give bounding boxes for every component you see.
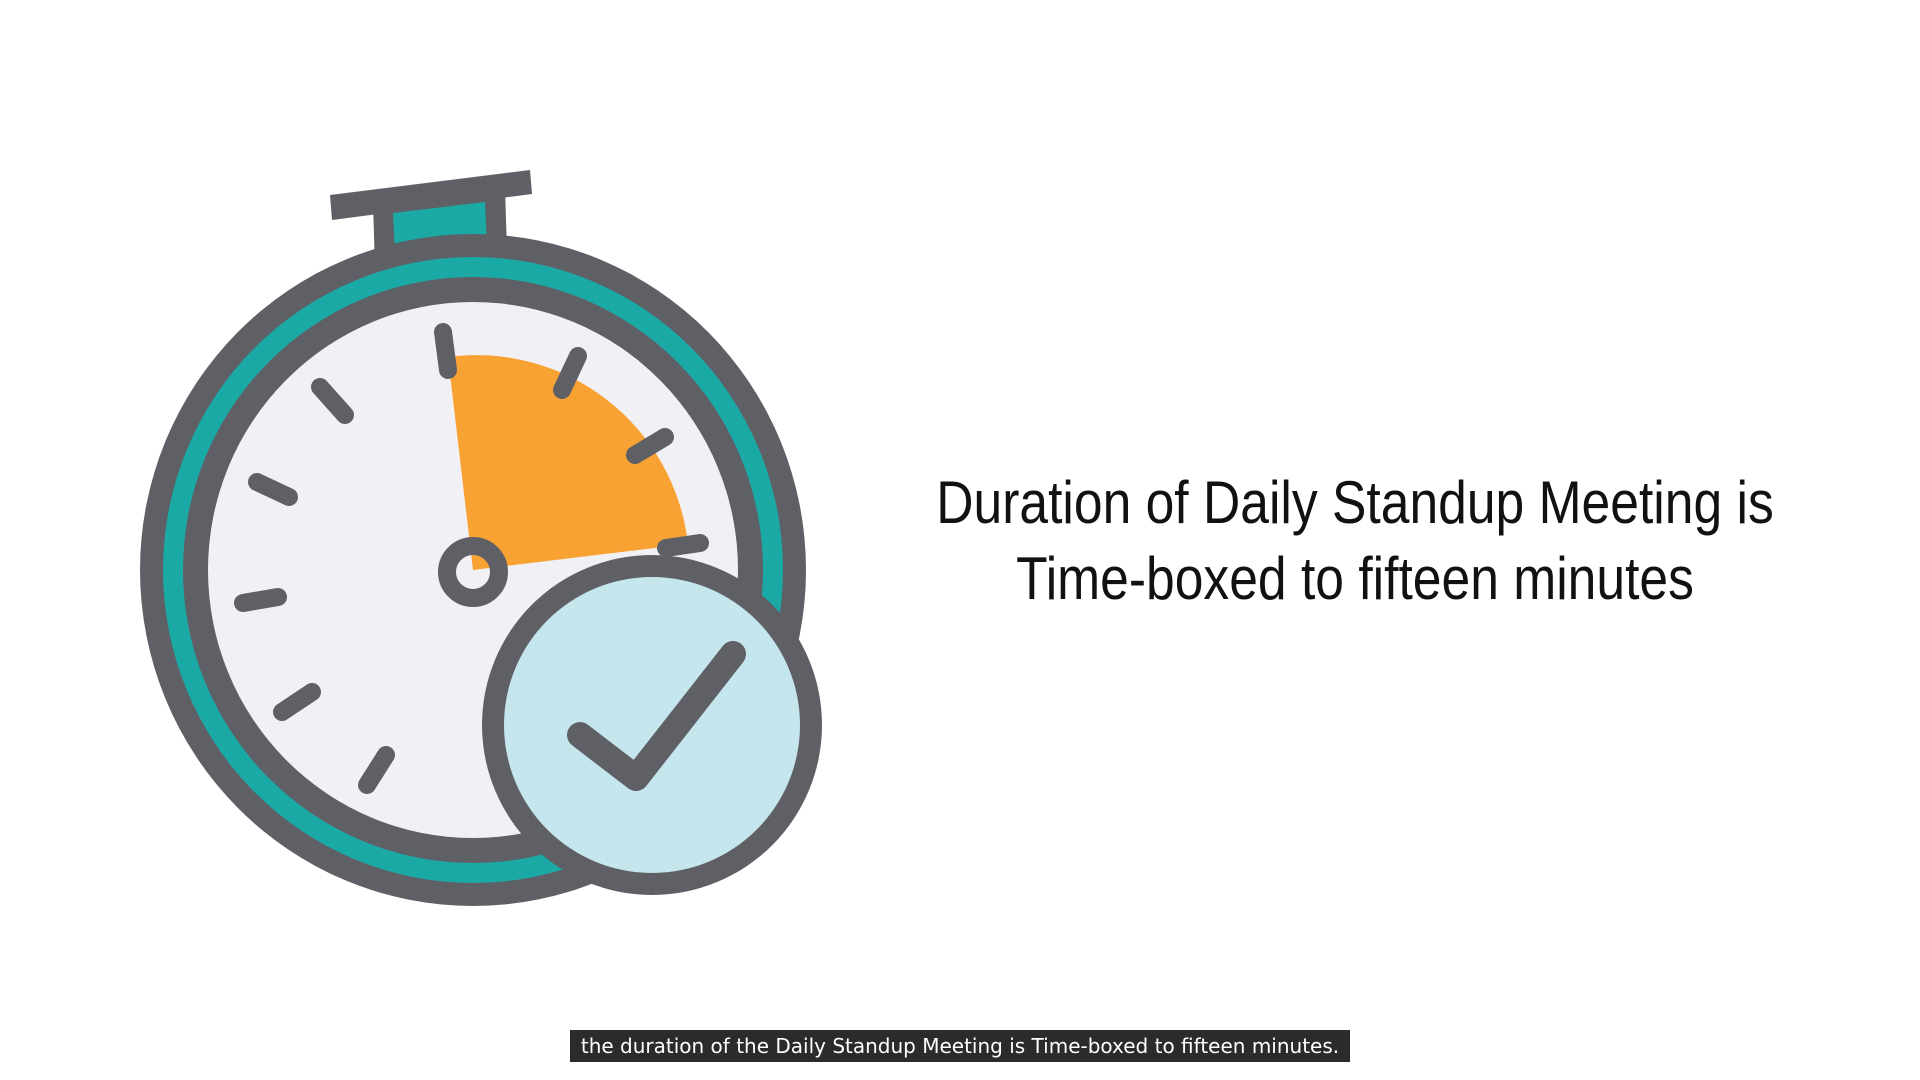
stopwatch-icon — [140, 170, 806, 906]
headline-line-1: Duration of Daily Standup Meeting is — [936, 469, 1774, 536]
headline-line-2: Time-boxed to fifteen minutes — [1016, 545, 1694, 612]
subtitle-text: the duration of the Daily Standup Meetin… — [569, 1030, 1351, 1062]
slide-headline: Duration of Daily Standup Meeting is Tim… — [921, 465, 1790, 617]
subtitle-bar: the duration of the Daily Standup Meetin… — [0, 1030, 1920, 1062]
checkmark-badge-icon — [482, 555, 822, 895]
